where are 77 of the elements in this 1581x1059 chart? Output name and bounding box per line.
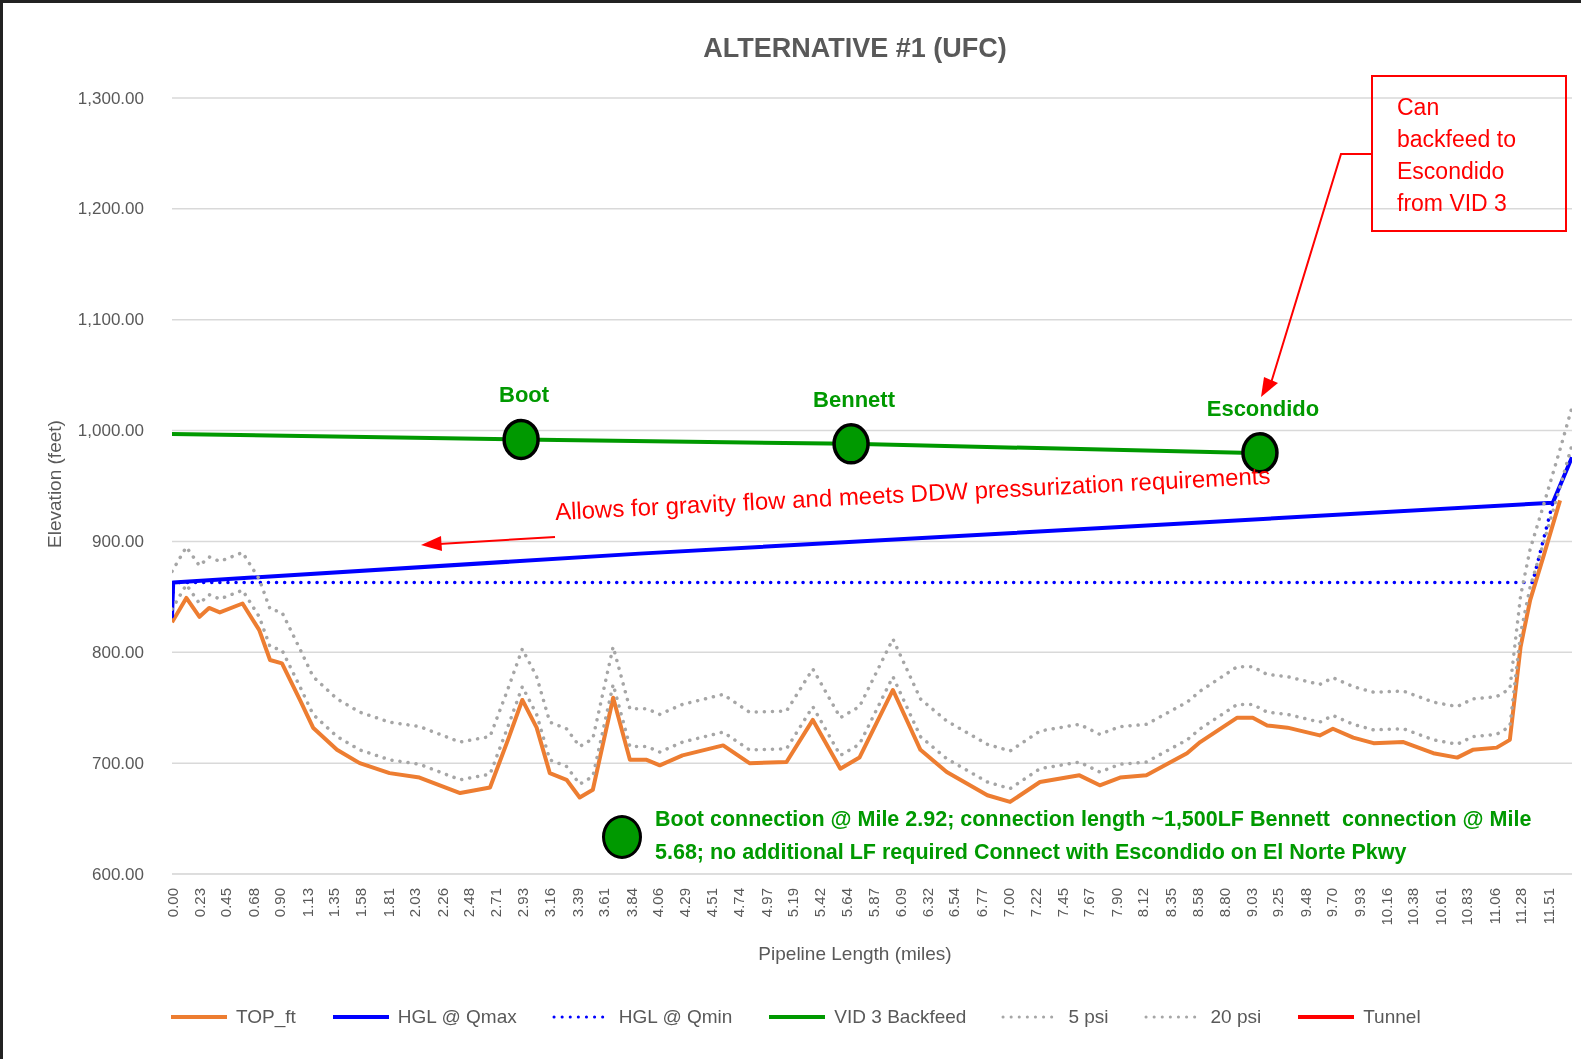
x-tick-label: 10.38 bbox=[1404, 888, 1422, 926]
chart-title: ALTERNATIVE #1 (UFC) bbox=[703, 33, 1007, 63]
annotation: Boot bbox=[499, 382, 550, 408]
x-tick-label: 10.61 bbox=[1431, 888, 1449, 926]
x-tick-label: 10.16 bbox=[1378, 888, 1396, 926]
x-tick-label: 9.03 bbox=[1243, 888, 1261, 918]
legend-label: HGL @ Qmin bbox=[618, 1006, 733, 1027]
x-tick-label: 0.23 bbox=[191, 888, 208, 918]
x-tick-label: 1.81 bbox=[379, 888, 397, 918]
x-tick-label: 9.93 bbox=[1350, 888, 1368, 918]
x-tick-label: 7.67 bbox=[1080, 888, 1098, 918]
x-tick-label: 1.13 bbox=[298, 888, 316, 918]
x-tick-label: 11.06 bbox=[1485, 888, 1503, 925]
y-tick-label: 900.00 bbox=[92, 531, 144, 551]
legend-label: 5 psi bbox=[1068, 1006, 1109, 1027]
x-tick-label: 9.48 bbox=[1296, 888, 1314, 918]
x-tick-label: 11.28 bbox=[1512, 888, 1530, 925]
legend-label: HGL @ Qmax bbox=[397, 1006, 517, 1027]
x-tick-label: 8.80 bbox=[1215, 888, 1233, 918]
legend-label: Tunnel bbox=[1363, 1006, 1421, 1027]
x-tick-label: 4.29 bbox=[676, 888, 694, 918]
x-tick-label: 2.26 bbox=[433, 888, 451, 918]
y-tick-label: 1,200.00 bbox=[77, 199, 144, 219]
y-tick-label: 800.00 bbox=[92, 642, 144, 662]
x-axis-title: Pipeline Length (miles) bbox=[758, 943, 952, 964]
x-tick-label: 1.58 bbox=[352, 888, 370, 918]
x-tick-label: 5.64 bbox=[837, 888, 855, 918]
x-tick-label: 2.03 bbox=[406, 888, 424, 918]
x-tick-label: 0.90 bbox=[271, 888, 289, 918]
annotation: Allows for gravity flow and meets DDW pressurization requirements bbox=[554, 461, 1271, 525]
x-tick-label: 5.42 bbox=[811, 888, 829, 918]
x-tick-label: 4.74 bbox=[730, 888, 748, 918]
legend-label: TOP_ft bbox=[236, 1006, 296, 1027]
x-tick-label: 10.83 bbox=[1458, 888, 1476, 926]
y-tick-label: 1,100.00 bbox=[77, 310, 144, 330]
x-tick-label: 3.84 bbox=[622, 888, 640, 918]
x-tick-label: 2.48 bbox=[460, 888, 477, 918]
annotation: Boot connection @ Mile 2.92; connection length ~1,500LF Bennett connection @ Mile 5.68; no additional LF required Connect with Escondido on El Norte Pkwy bbox=[655, 807, 1533, 864]
x-tick-label: 8.35 bbox=[1161, 888, 1179, 918]
x-tick-label: 8.58 bbox=[1189, 888, 1207, 918]
x-tick-label: 3.39 bbox=[568, 888, 586, 918]
x-tick-label: 4.51 bbox=[702, 888, 720, 918]
x-tick-label: 9.25 bbox=[1269, 888, 1287, 918]
y-axis-title: Elevation (feet) bbox=[44, 420, 65, 548]
x-tick-label: 7.45 bbox=[1054, 888, 1072, 918]
x-tick-label: 0.00 bbox=[163, 888, 181, 918]
x-tick-label: 11.51 bbox=[1539, 888, 1557, 925]
y-tick-label: 600.00 bbox=[92, 864, 144, 884]
x-tick-label: 7.00 bbox=[1000, 888, 1018, 918]
y-tick-label: 1,300.00 bbox=[77, 88, 144, 108]
annotation: Bennett bbox=[813, 386, 895, 412]
annotation: Can backfeed to Escondido from VID 3 bbox=[1397, 94, 1516, 216]
x-tick-label: 9.70 bbox=[1323, 888, 1341, 918]
x-tick-label: 0.68 bbox=[244, 888, 262, 918]
x-tick-label: 2.71 bbox=[487, 888, 505, 918]
x-tick-label: 6.54 bbox=[945, 888, 963, 918]
x-tick-label: 7.90 bbox=[1107, 888, 1125, 918]
x-tick-label: 8.12 bbox=[1134, 888, 1152, 918]
x-tick-label: 6.09 bbox=[891, 888, 909, 918]
legend-label: VID 3 Backfeed bbox=[834, 1006, 967, 1027]
x-tick-label: 6.77 bbox=[972, 888, 990, 918]
annotation: Escondido bbox=[1206, 395, 1320, 421]
x-tick-label: 1.35 bbox=[324, 888, 342, 918]
legend-label: 20 psi bbox=[1210, 1006, 1262, 1027]
x-tick-label: 5.87 bbox=[865, 888, 883, 918]
line-series bbox=[172, 443, 1572, 791]
y-tick-label: 1,000.00 bbox=[77, 421, 144, 441]
x-tick-label: 3.16 bbox=[541, 888, 559, 918]
x-tick-label: 4.06 bbox=[648, 888, 666, 918]
x-tick-label: 5.19 bbox=[784, 888, 801, 918]
x-tick-label: 0.45 bbox=[217, 888, 235, 918]
x-tick-label: 3.61 bbox=[595, 888, 613, 918]
y-tick-label: 700.00 bbox=[92, 753, 144, 773]
x-tick-label: 4.97 bbox=[757, 888, 775, 918]
x-tick-label: 2.93 bbox=[513, 888, 531, 918]
x-tick-label: 7.22 bbox=[1026, 888, 1044, 918]
x-tick-label: 6.32 bbox=[919, 888, 937, 918]
